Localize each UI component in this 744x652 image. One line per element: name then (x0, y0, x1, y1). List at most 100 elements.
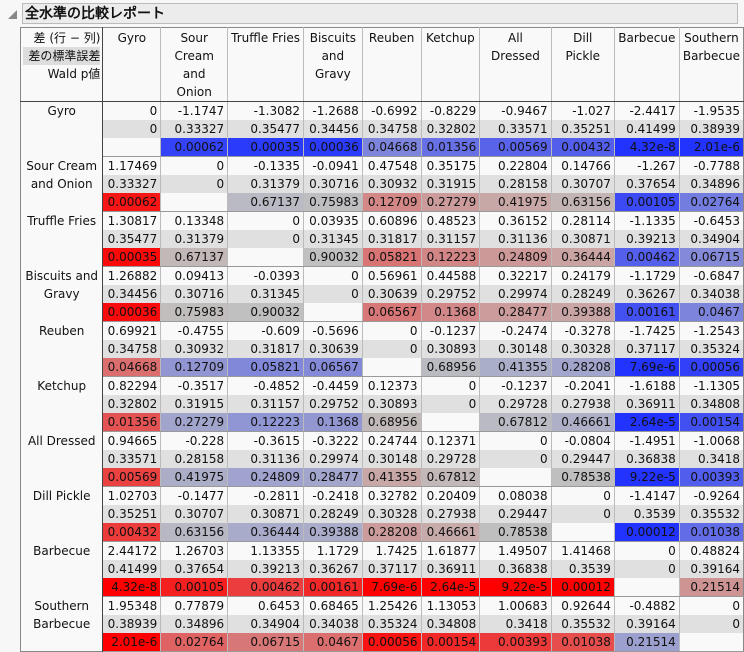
row-header: Ketchup (20, 376, 104, 432)
p-value-cell: 0.06715 (227, 633, 304, 652)
se-row: 0.34758 0.30932 0.31817 0.30639 0 0.30893 0.30… (21, 340, 744, 358)
difference-cell: -1.027 (550, 101, 615, 120)
column-header: Barbecue (613, 27, 680, 102)
std-error-cell: 0.35324 (678, 340, 744, 358)
report-title[interactable]: 全水準の比較レポート (22, 3, 738, 24)
p-value-cell: 2.64e-5 (420, 578, 480, 597)
p-value-cell: 0.00393 (479, 633, 552, 652)
std-error-cell: 0.34808 (678, 395, 744, 413)
diff-row: All Dressed 0.94665 -0.228 -0.3615 -0.3222 0.… (20, 431, 744, 487)
disclosure-triangle-icon[interactable] (8, 10, 17, 19)
p-value-cell: 0.01038 (550, 633, 615, 652)
p-value-cell: 0.41975 (479, 193, 552, 212)
difference-cell: 0.36152 (479, 211, 552, 230)
p-value-cell: 0.28477 (303, 468, 363, 487)
difference-cell: 0.92644 (550, 596, 615, 615)
column-header: Dill Pickle (550, 27, 615, 102)
difference-cell: 0 (479, 431, 552, 450)
legend-cell: 差 (行 − 列) 差の標準誤差 Wald p値 (20, 27, 104, 102)
column-header: Southern Barbecue (678, 27, 744, 102)
p-value-cell (420, 413, 480, 432)
p-row: 0.00036 0.75983 0.90032 0.06567 0.1368 0.2847… (21, 303, 744, 322)
p-value-cell: 0.24809 (479, 248, 552, 267)
std-error-cell: 0.28249 (303, 505, 363, 523)
p-value-cell: 0.28208 (361, 523, 421, 542)
std-error-cell: 0.30148 (479, 340, 552, 358)
difference-cell: -0.4755 (160, 321, 228, 340)
p-value-cell: 9.22e-5 (613, 468, 680, 487)
difference-cell: -1.1335 (613, 211, 680, 230)
p-value-cell: 0.67812 (420, 468, 480, 487)
std-error-cell: 0.29752 (303, 395, 363, 413)
std-error-cell: 0.30716 (303, 175, 363, 193)
p-value-cell: 0.46661 (420, 523, 480, 542)
std-error-cell: 0.35532 (550, 615, 615, 633)
difference-cell: 2.44172 (102, 541, 161, 560)
std-error-cell: 0.39164 (678, 560, 744, 578)
difference-cell: 0.20409 (420, 486, 480, 505)
p-value-cell: 0.00056 (678, 358, 744, 377)
std-error-cell: 0.35251 (102, 505, 161, 523)
p-row: 0.00062 0.00035 0.00036 0.04668 0.01356 0.005… (21, 138, 744, 157)
diff-row: Gyro 0 -1.1747 -1.3082 -1.2688 -0.6992 -0.8229… (20, 101, 744, 157)
p-value-cell: 0.68956 (420, 358, 480, 377)
p-value-cell (227, 248, 304, 267)
difference-cell: -0.2474 (479, 321, 552, 340)
std-error-cell: 0.38939 (102, 615, 161, 633)
difference-cell: 1.61877 (420, 541, 480, 560)
std-error-cell: 0.38939 (678, 120, 744, 138)
std-error-cell: 0.31345 (303, 230, 363, 248)
std-error-cell: 0.31379 (227, 175, 304, 193)
column-header: Truffle Fries (227, 27, 304, 102)
std-error-cell: 0.37654 (160, 560, 228, 578)
std-error-cell: 0.28158 (479, 175, 552, 193)
p-row: 0.00035 0.67137 0.90032 0.05821 0.12223 0.248… (21, 248, 744, 267)
p-row: 4.32e-8 0.00105 0.00462 0.00161 7.69e-6 2.64e… (21, 578, 744, 597)
std-error-cell: 0.29974 (303, 450, 363, 468)
p-value-cell: 0.36444 (550, 248, 615, 267)
std-error-cell: 0.30707 (550, 175, 615, 193)
difference-cell: 0.48523 (420, 211, 480, 230)
std-error-cell: 0.30639 (303, 340, 363, 358)
p-value-cell: 0.02764 (160, 633, 228, 652)
std-error-cell: 0.34808 (420, 615, 480, 633)
std-error-cell: 0.31157 (227, 395, 304, 413)
row-header: Dill Pickle (20, 486, 104, 542)
column-header: All Dressed (479, 27, 552, 102)
difference-cell: 0 (550, 486, 615, 505)
std-error-cell: 0.35532 (678, 505, 744, 523)
difference-cell: 1.49507 (479, 541, 552, 560)
std-error-cell: 0.36838 (613, 450, 680, 468)
difference-cell: 1.30817 (102, 211, 161, 230)
p-row: 0.00569 0.41975 0.24809 0.28477 0.41355 0.678… (21, 468, 744, 487)
difference-cell: 0 (160, 156, 228, 175)
p-row: 0.00062 0.67137 0.75983 0.12709 0.27279 0.419… (21, 193, 744, 212)
std-error-cell: 0.36911 (613, 395, 680, 413)
difference-cell: -0.4459 (303, 376, 363, 395)
std-error-cell: 0.35477 (227, 120, 304, 138)
diff-row: Biscuits and Gravy 1.26882 0.09413 -0.0393 0… (20, 266, 744, 322)
difference-cell: -0.6453 (678, 211, 744, 230)
p-value-cell: 0.00035 (227, 138, 304, 157)
p-value-cell: 2.01e-6 (678, 138, 744, 157)
std-error-cell: 0.34904 (678, 230, 744, 248)
difference-cell: -0.6992 (361, 101, 421, 120)
p-value-cell: 0.39388 (550, 303, 615, 322)
p-value-cell: 0.0467 (303, 633, 363, 652)
std-error-cell: 0.3418 (678, 450, 744, 468)
p-row: 2.01e-6 0.02764 0.06715 0.0467 0.00056 0.0015… (21, 633, 744, 652)
p-value-cell: 0.00393 (678, 468, 744, 487)
difference-cell: -1.2688 (303, 101, 363, 120)
difference-cell: -0.8229 (420, 101, 480, 120)
std-error-cell: 0.29728 (479, 395, 552, 413)
p-value-cell: 0.00012 (550, 578, 615, 597)
p-value-cell: 0.67812 (479, 413, 552, 432)
std-error-cell: 0.35251 (550, 120, 615, 138)
std-error-cell: 0.34038 (303, 615, 363, 633)
std-error-cell: 0.30639 (361, 285, 421, 303)
p-value-cell: 0.90032 (303, 248, 363, 267)
std-error-cell: 0 (678, 615, 744, 633)
difference-cell: 1.00683 (479, 596, 552, 615)
difference-cell: 1.41468 (550, 541, 615, 560)
std-error-cell: 0.31915 (160, 395, 228, 413)
